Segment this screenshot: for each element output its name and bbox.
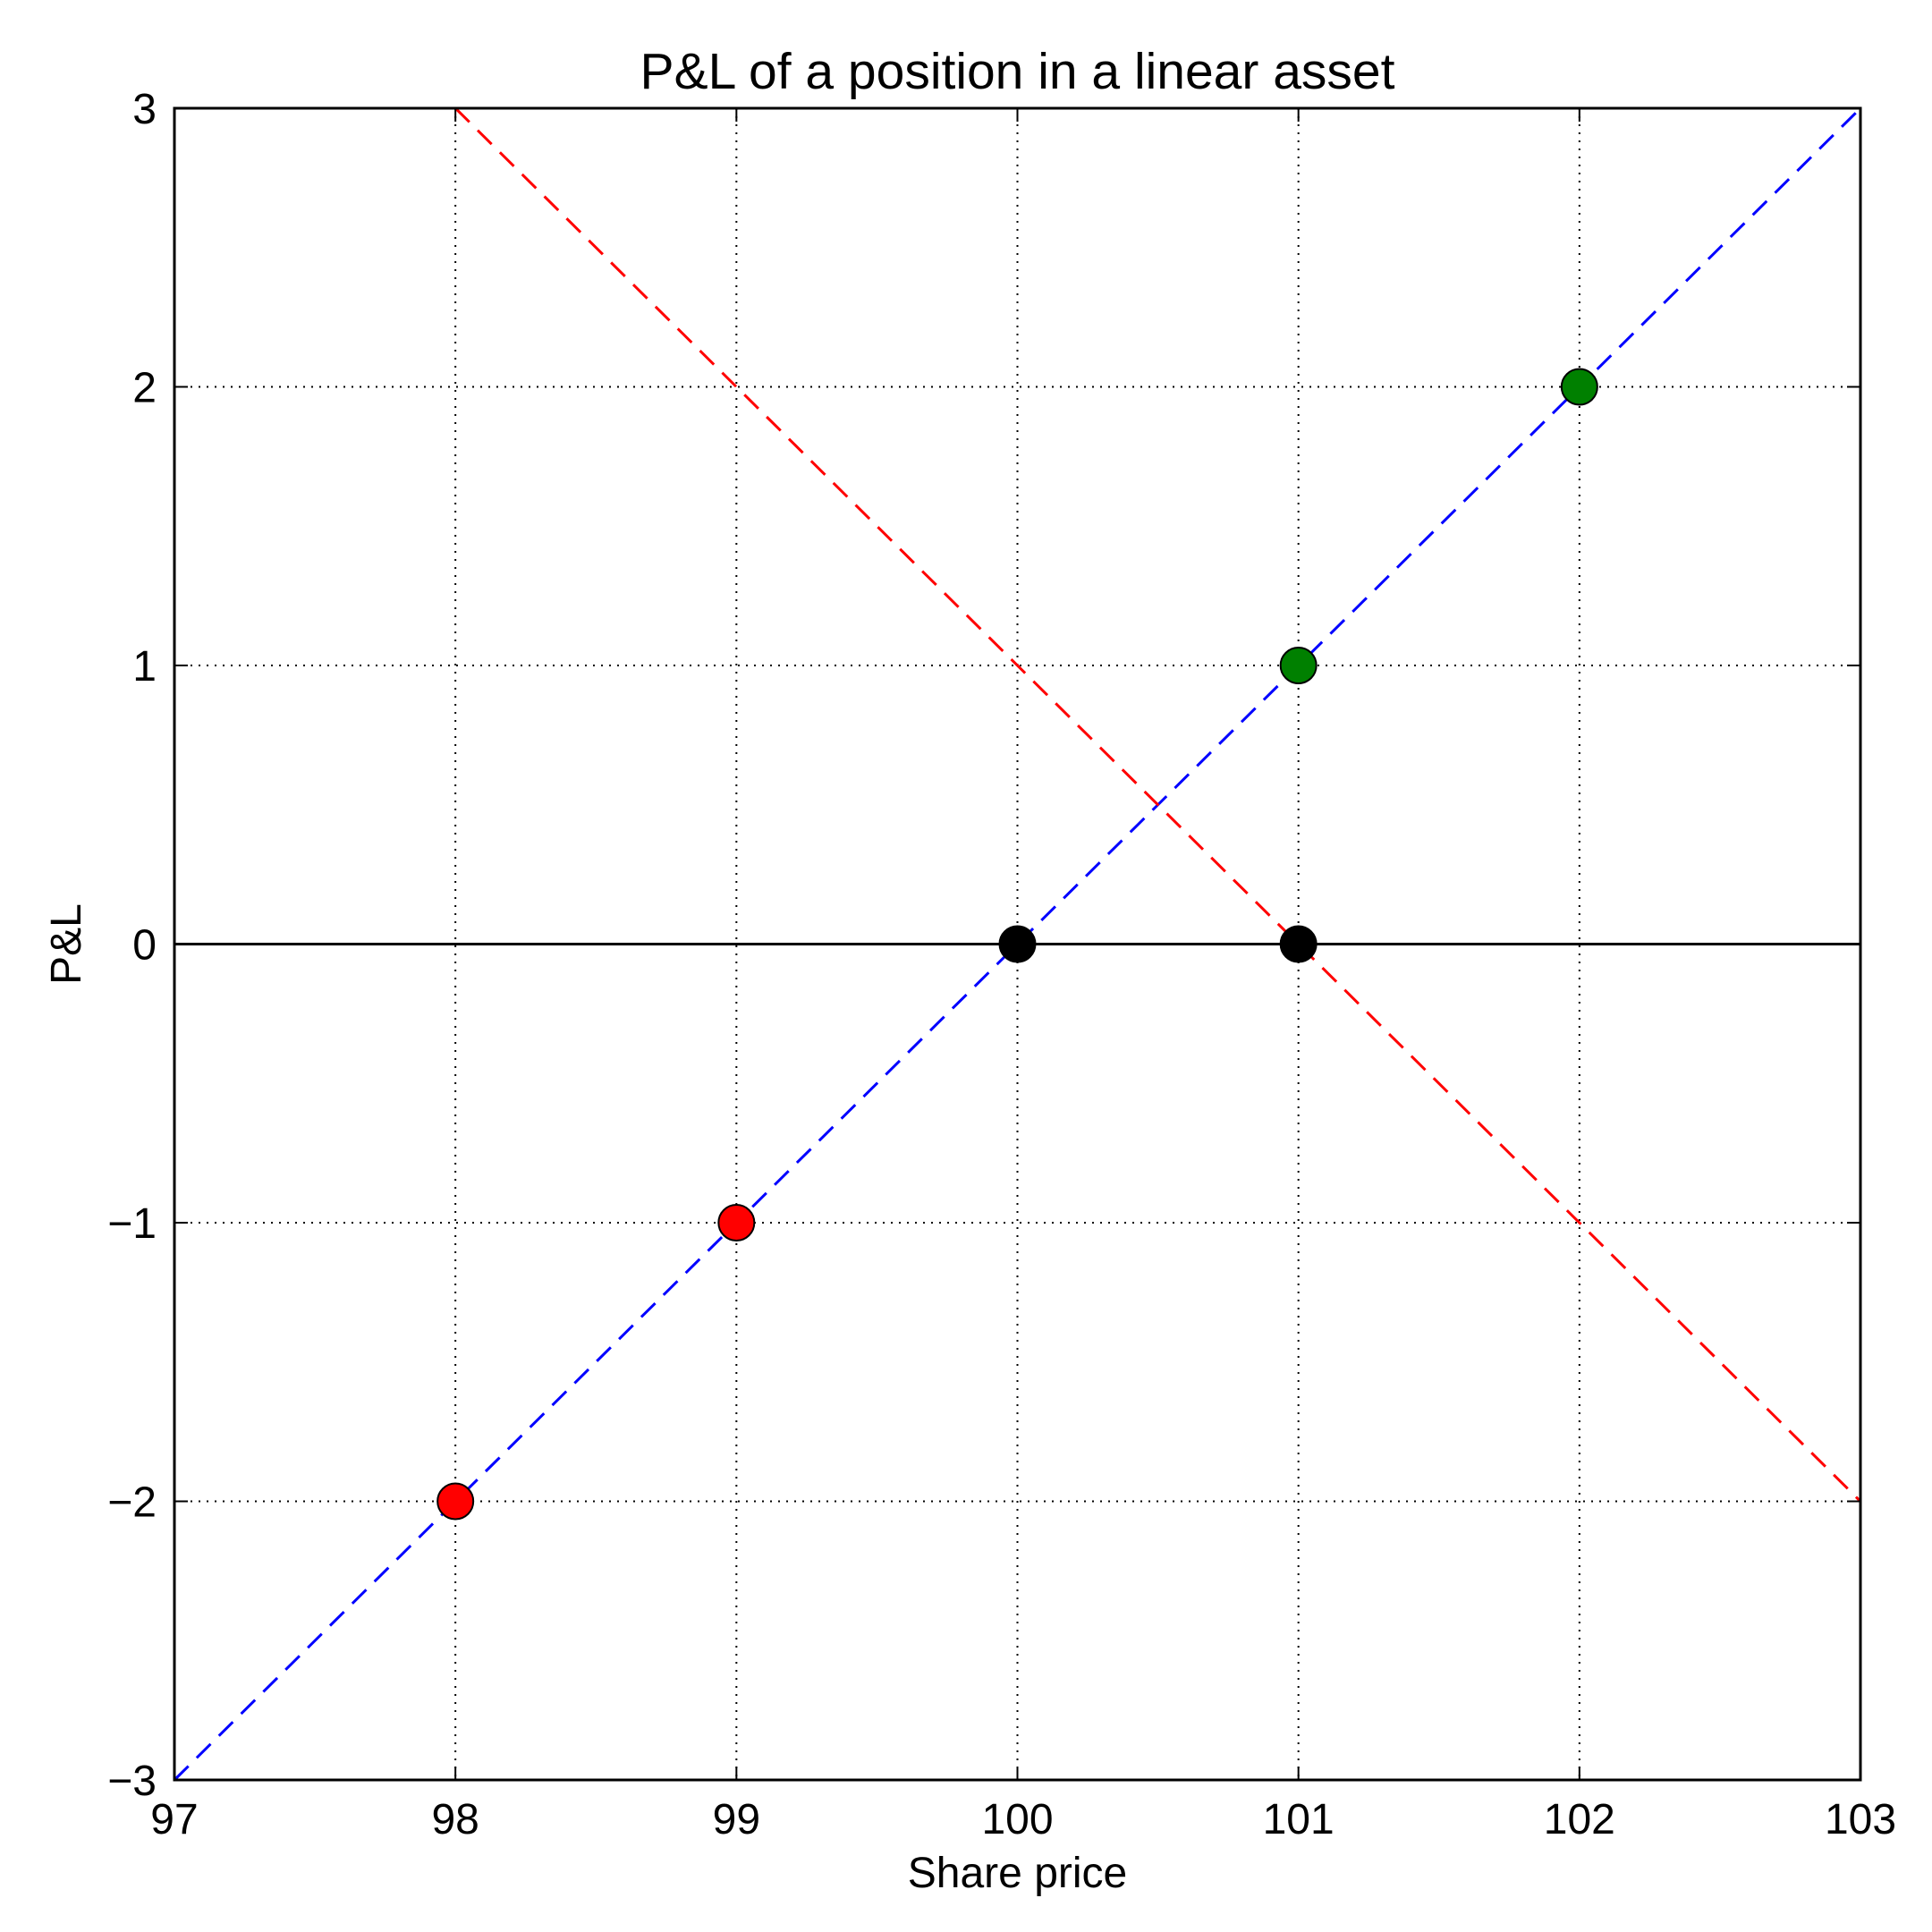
data-points bbox=[436, 368, 1598, 1521]
y-tick-label: −2 bbox=[107, 1479, 157, 1527]
x-tick-label: 98 bbox=[431, 1796, 479, 1843]
x-tick-label: 102 bbox=[1544, 1796, 1615, 1843]
x-tick-label: 103 bbox=[1825, 1796, 1896, 1843]
x-tick-label: 97 bbox=[150, 1796, 198, 1843]
y-axis-label: P&L bbox=[43, 903, 90, 985]
x-tick-label: 99 bbox=[713, 1796, 760, 1843]
data-point bbox=[1560, 368, 1598, 406]
x-axis-label: Share price bbox=[908, 1850, 1127, 1897]
data-point bbox=[998, 925, 1037, 963]
y-tick-label: −1 bbox=[107, 1200, 157, 1248]
axis-ticks: 97 98 99 100 101 102 103 −3 −2 −1 0 1 2 3 bbox=[107, 86, 1896, 1843]
x-tick-label: 101 bbox=[1263, 1796, 1335, 1843]
data-point bbox=[717, 1204, 756, 1241]
y-tick-label: 1 bbox=[132, 643, 157, 691]
chart-title: P&L of a position in a linear asset bbox=[640, 43, 1395, 100]
data-point bbox=[1279, 925, 1318, 963]
y-tick-label: 0 bbox=[132, 922, 157, 970]
y-tick-label: 2 bbox=[132, 365, 157, 412]
data-point bbox=[1279, 647, 1318, 684]
x-tick-label: 100 bbox=[981, 1796, 1053, 1843]
y-tick-label: −3 bbox=[107, 1758, 157, 1805]
series-line bbox=[454, 106, 1862, 1503]
data-point bbox=[436, 1482, 475, 1521]
y-tick-label: 3 bbox=[132, 86, 157, 133]
